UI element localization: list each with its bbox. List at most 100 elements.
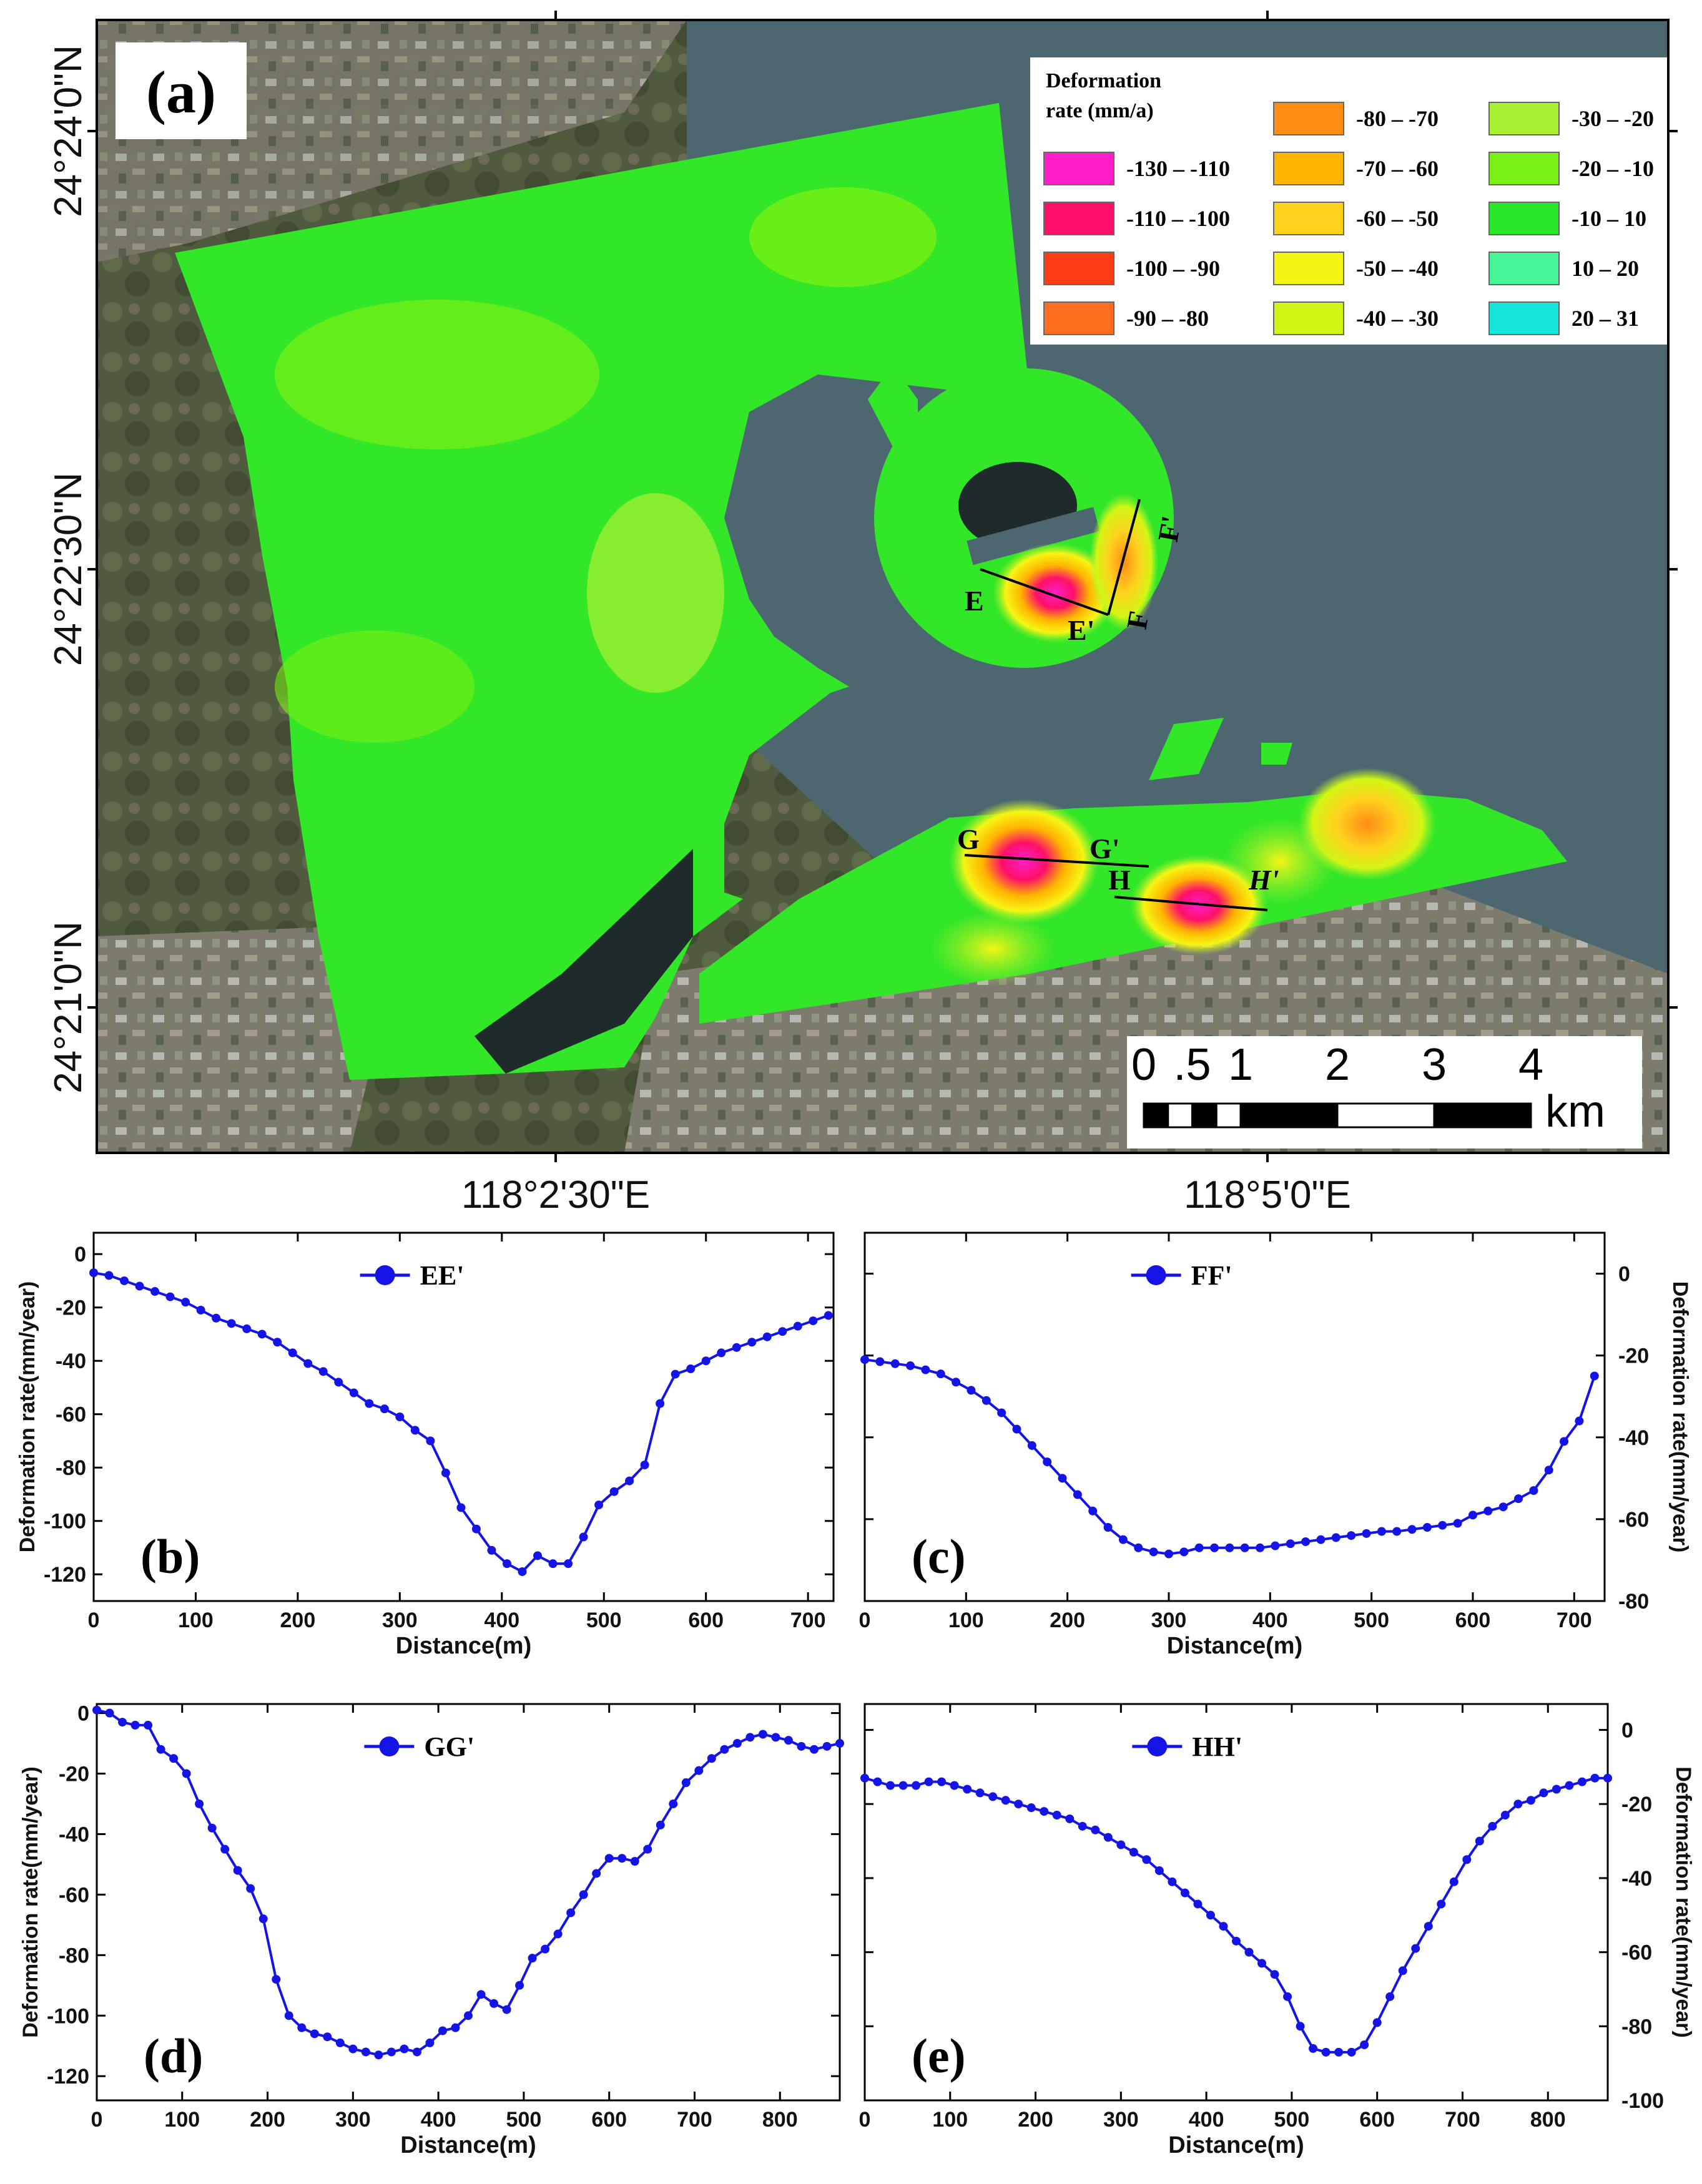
plot-area bbox=[863, 1232, 1606, 1602]
y-tick-label: 0 bbox=[1621, 1719, 1633, 1743]
data-point bbox=[732, 1343, 741, 1352]
data-point bbox=[1385, 1992, 1395, 2001]
scalebar-box bbox=[1127, 1036, 1642, 1148]
data-point bbox=[1398, 1966, 1407, 1976]
data-point bbox=[656, 1820, 665, 1829]
data-point bbox=[1154, 1866, 1164, 1876]
data-point bbox=[105, 1708, 114, 1718]
data-point bbox=[1360, 2040, 1369, 2049]
data-point bbox=[1244, 1947, 1254, 1957]
data-point bbox=[489, 1999, 499, 2008]
data-point bbox=[365, 1399, 374, 1408]
legend-label: -60 – -50 bbox=[1356, 206, 1439, 231]
x-tick-label: 500 bbox=[1274, 2108, 1310, 2132]
data-point bbox=[643, 1844, 652, 1854]
chart-gg-prime: 0 100 200 300 400 500 600 700 800 0 -20 -40 -60 -80 -1… bbox=[19, 1702, 844, 2158]
data-point bbox=[1347, 2047, 1356, 2057]
data-point bbox=[288, 1348, 297, 1358]
data-point bbox=[1078, 1821, 1087, 1831]
legend-label: -10 – 10 bbox=[1572, 206, 1646, 231]
y-tick-label: -40 bbox=[1621, 1867, 1652, 1891]
coverage-islet-2 bbox=[1261, 743, 1292, 765]
data-point bbox=[997, 1408, 1006, 1418]
x-tick-label: 200 bbox=[250, 2108, 285, 2132]
profile-charts: 0 100 200 300 400 500 600 700 0 -20 -40 -60 -80 -100 -… bbox=[16, 1232, 1695, 2158]
data-point bbox=[425, 2038, 435, 2047]
data-point bbox=[1118, 1535, 1128, 1544]
x-tick-label: 100 bbox=[178, 1609, 214, 1632]
legend-label: -80 – -70 bbox=[1356, 106, 1439, 131]
data-point bbox=[1193, 1899, 1203, 1909]
scalebar-segment bbox=[1143, 1102, 1169, 1129]
data-point bbox=[212, 1313, 221, 1323]
data-point bbox=[988, 1792, 998, 1801]
data-point bbox=[156, 1745, 165, 1754]
data-point bbox=[1270, 1970, 1279, 1979]
data-point bbox=[130, 1720, 140, 1730]
data-point bbox=[165, 1292, 175, 1301]
x-tick-label: 100 bbox=[932, 2108, 968, 2132]
data-point bbox=[967, 1386, 976, 1395]
data-point bbox=[564, 1559, 573, 1569]
y-tick-label: 0 bbox=[1618, 1263, 1630, 1286]
legend-label: -30 – -20 bbox=[1572, 106, 1654, 131]
legend-swatch bbox=[1488, 252, 1560, 285]
data-point bbox=[1462, 1855, 1472, 1864]
data-point bbox=[1073, 1490, 1082, 1499]
x-tick-label: 300 bbox=[382, 1609, 418, 1632]
data-point bbox=[809, 1745, 819, 1754]
scalebar-tick: 1 bbox=[1228, 1040, 1253, 1090]
data-point bbox=[1407, 1525, 1417, 1534]
data-point bbox=[981, 1396, 991, 1405]
scalebar-tick: 4 bbox=[1518, 1040, 1543, 1090]
data-point bbox=[694, 1766, 704, 1775]
data-point bbox=[487, 1545, 496, 1555]
x-tick-label: 200 bbox=[1050, 1609, 1085, 1632]
legend-swatch bbox=[1043, 202, 1114, 235]
y-tick-label: -40 bbox=[1618, 1426, 1649, 1450]
profile-label-g: G bbox=[957, 823, 980, 855]
x-tick-label: 100 bbox=[948, 1609, 984, 1632]
data-point bbox=[1027, 1441, 1036, 1450]
data-point bbox=[502, 2005, 511, 2014]
data-point bbox=[1232, 1936, 1241, 1946]
y-tick-label: -20 bbox=[56, 1296, 86, 1320]
data-point bbox=[594, 1501, 604, 1510]
data-point bbox=[374, 2050, 383, 2060]
data-point bbox=[604, 1854, 614, 1863]
data-point bbox=[1296, 2022, 1305, 2031]
data-point bbox=[1088, 1506, 1098, 1516]
y-tick-label: -80 bbox=[1618, 1590, 1649, 1614]
profile-line-hh bbox=[1114, 896, 1268, 911]
data-point bbox=[1347, 1531, 1356, 1540]
data-point bbox=[471, 1524, 481, 1534]
data-point bbox=[1488, 1821, 1497, 1831]
data-point bbox=[1149, 1547, 1158, 1557]
x-tick-label: 200 bbox=[1018, 2108, 1053, 2132]
legend-swatch bbox=[1273, 202, 1344, 235]
y-axis-title: Deformation rate(mm/year) bbox=[19, 1766, 42, 2038]
data-point bbox=[456, 1503, 466, 1512]
data-point bbox=[936, 1369, 945, 1379]
scalebar-unit: km bbox=[1545, 1087, 1605, 1137]
data-point bbox=[233, 1866, 242, 1875]
legend-label: HH' bbox=[1192, 1731, 1242, 1762]
data-point bbox=[335, 2038, 345, 2047]
patch-light-3 bbox=[749, 187, 937, 287]
map-frame bbox=[96, 19, 1670, 1154]
x-tick-label: 700 bbox=[790, 1609, 826, 1632]
data-point bbox=[1179, 1547, 1189, 1557]
x-tick-label: 100 bbox=[164, 2108, 200, 2132]
data-point bbox=[144, 1720, 153, 1730]
legend-label: FF' bbox=[1191, 1260, 1232, 1291]
data-point bbox=[1603, 1773, 1612, 1783]
data-point bbox=[1001, 1796, 1010, 1805]
data-point bbox=[1286, 1539, 1295, 1549]
data-point bbox=[835, 1739, 844, 1748]
profile-lines bbox=[964, 499, 1268, 911]
legend-label: EE' bbox=[420, 1260, 465, 1291]
data-point bbox=[771, 1733, 780, 1742]
data-point bbox=[1560, 1437, 1569, 1446]
y-tick-label: -40 bbox=[59, 1823, 89, 1846]
